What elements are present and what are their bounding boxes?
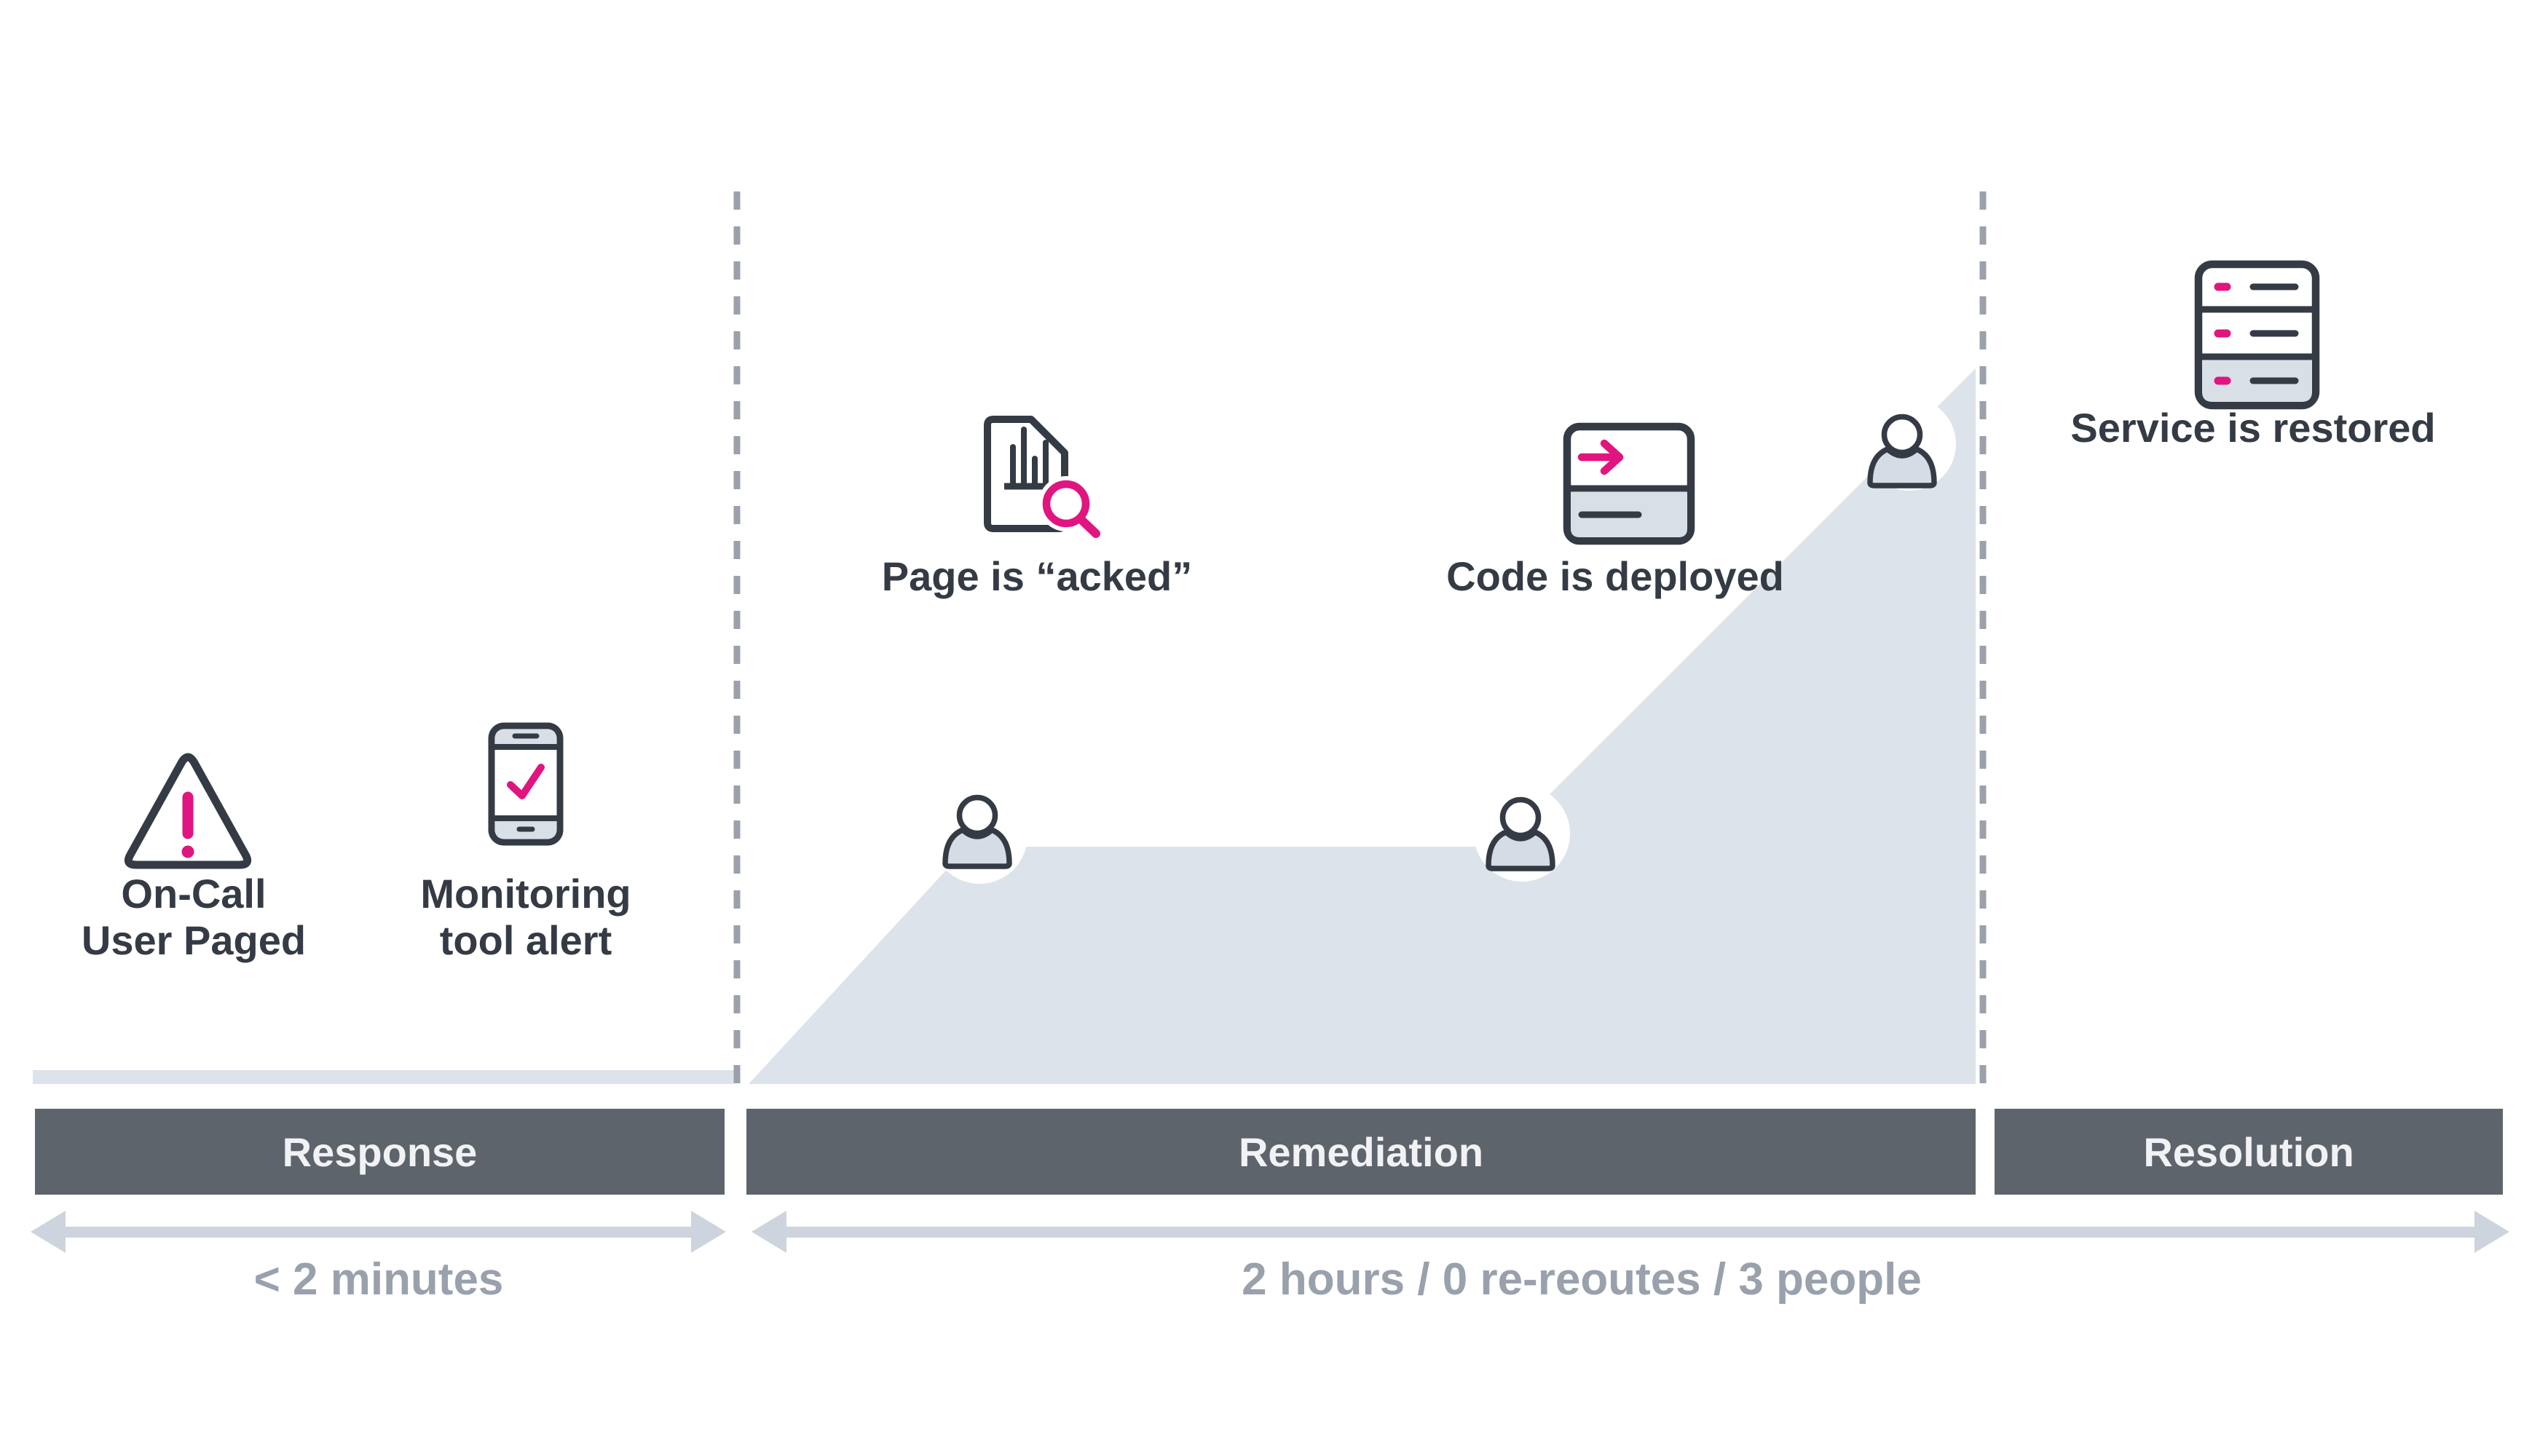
event-label-restored: Service is restored [2070, 405, 2436, 451]
phone-check-icon [488, 722, 564, 846]
deploy-card-icon [1563, 422, 1695, 545]
warning-triangle-icon [124, 753, 252, 869]
phase-label: Response [282, 1128, 478, 1175]
remediation-duration-arrow [752, 1211, 2509, 1253]
server-stack-icon [2194, 260, 2320, 410]
effort-area [749, 368, 1976, 1084]
event-label-line: On-Call [121, 871, 267, 917]
event-label-on-call: On-Call User Paged [82, 871, 306, 964]
person-icon [942, 794, 1012, 869]
event-label-deployed: Code is deployed [1446, 553, 1784, 599]
person-icon [1486, 796, 1555, 871]
report-magnifier-icon [984, 416, 1100, 538]
event-label-acked: Page is “acked” [881, 553, 1193, 599]
person-icon [1867, 414, 1937, 488]
phase-label: Remediation [1238, 1128, 1484, 1175]
phase-bar-remediation: Remediation [746, 1109, 1976, 1195]
event-label-line: Monitoring [420, 871, 631, 917]
event-label-line: User Paged [81, 917, 307, 963]
response-duration-text: < 2 minutes [253, 1254, 504, 1305]
response-baseline-strip [33, 1070, 734, 1084]
event-label-monitoring: Monitoring tool alert [420, 871, 631, 964]
phase-bar-response: Response [35, 1109, 725, 1195]
phase-bar-resolution: Resolution [1995, 1109, 2503, 1195]
phase-label: Resolution [2143, 1128, 2354, 1175]
remediation-duration-text: 2 hours / 0 re-reoutes / 3 people [1242, 1254, 1922, 1305]
response-duration-arrow [31, 1211, 726, 1253]
event-label-line: tool alert [439, 917, 612, 963]
